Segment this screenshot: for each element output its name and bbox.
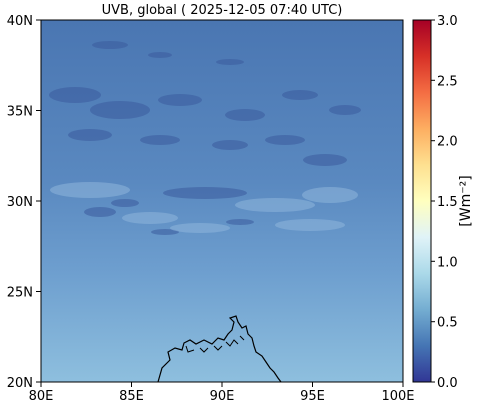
lat-tick-label: 20N (7, 376, 33, 391)
colorbar-ticks: 3.0 2.5 2.0 1.5 1.0 0.5 0.0 (431, 14, 458, 391)
lat-axis: 40N 35N 30N 25N 20N (7, 14, 41, 391)
map-panel (41, 20, 403, 382)
colorbar-tick-label: 1.5 (437, 195, 458, 210)
uvb-field (41, 20, 403, 382)
lon-axis: 80E 85E 90E 95E 100E (29, 382, 415, 404)
colorbar-tick-label: 0.5 (437, 316, 458, 331)
colorbar-gradient (412, 19, 432, 383)
map-title: UVB, global ( 2025-12-05 07:40 UTC) (102, 3, 343, 18)
lat-tick-label: 40N (7, 14, 33, 29)
colorbar-tick-label: 1.0 (437, 255, 458, 270)
lon-tick-label: 95E (300, 389, 325, 404)
colorbar-tick-label: 3.0 (437, 14, 458, 29)
lon-tick-label: 100E (381, 389, 414, 404)
colorbar-tick-label: 2.5 (437, 74, 458, 89)
cloud-shadows (49, 41, 361, 235)
colorbar: 3.0 2.5 2.0 1.5 1.0 0.5 0.0 [Wm⁻²] (412, 14, 474, 391)
colorbar-tick-label: 0.0 (437, 376, 458, 391)
lat-tick-label: 30N (7, 195, 33, 210)
lon-tick-label: 90E (210, 389, 235, 404)
lat-tick-label: 35N (7, 105, 33, 120)
lon-tick-label: 85E (119, 389, 144, 404)
coastline (157, 315, 282, 382)
colorbar-tick-label: 2.0 (437, 135, 458, 150)
colorbar-label: [Wm⁻²] (458, 175, 474, 226)
coastline-islands (185, 335, 245, 353)
lat-tick-label: 25N (7, 286, 33, 301)
cloud-bright (50, 182, 358, 233)
lon-tick-label: 80E (29, 389, 54, 404)
